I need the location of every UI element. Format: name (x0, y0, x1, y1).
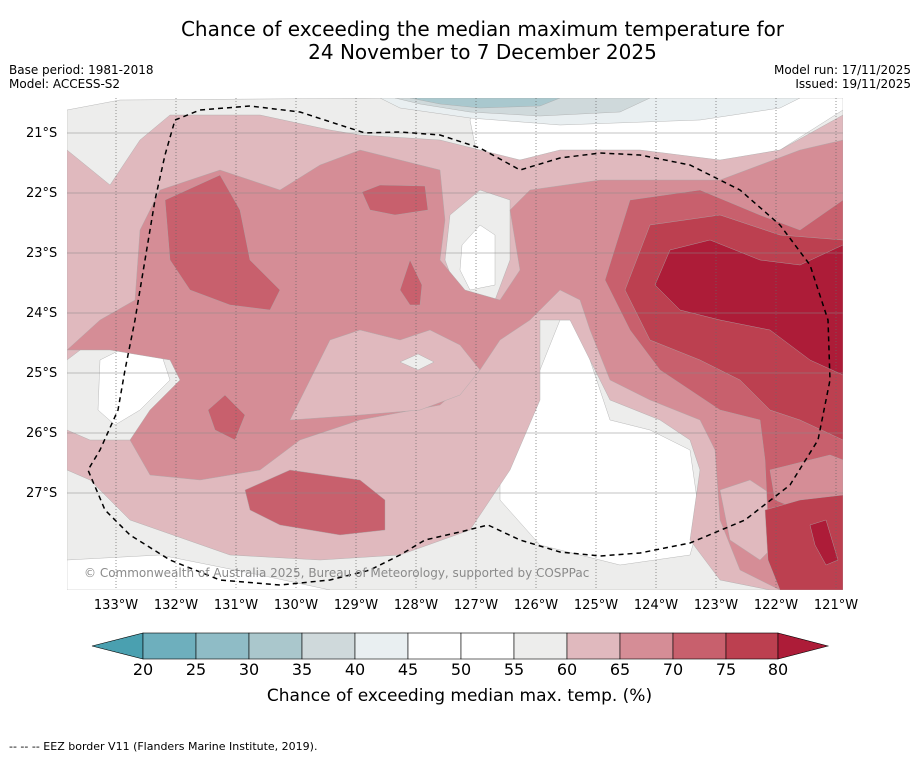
colorbar-tick-40: 40 (344, 660, 366, 679)
copyright-notice: © Commonwealth of Australia 2025, Bureau… (84, 566, 590, 580)
lon-label-132w: 132°W (153, 598, 199, 613)
lat-label-21s: 21°S (26, 126, 58, 141)
contour-65-70-inner-e (769, 454, 843, 511)
lon-label-130w: 130°W (273, 598, 319, 613)
contour-above-80-south (809, 519, 839, 566)
colorbar-bin-25-30 (195, 632, 250, 660)
lat-label-25s: 25°S (26, 366, 58, 381)
contour-50-55-south (67, 554, 331, 590)
lon-label-122w: 122°W (753, 598, 799, 613)
colorbar-tick-80: 80 (767, 660, 789, 679)
colorbar-bin-70-75 (672, 632, 727, 660)
contour-50-55-hole-b (459, 224, 496, 291)
lon-label-124w: 124°W (633, 598, 679, 613)
eez-border (87, 105, 831, 586)
colorbar-tick-50: 50 (450, 660, 472, 679)
colorbar-label: Chance of exceeding median max. temp. (%… (266, 686, 653, 706)
colorbar-tick-20: 20 (132, 660, 154, 679)
contour-70-75-spot-a (399, 259, 423, 306)
longitude-gridlines (115, 98, 837, 590)
model-run: Model run: 17/11/2025 (773, 63, 911, 77)
colorbar (91, 632, 830, 660)
colorbar-bin-40-45 (354, 632, 409, 660)
colorbar-tick-45: 45 (397, 660, 419, 679)
model-name: Model: ACCESS-S2 (9, 77, 121, 91)
colorbar-bin-35-40 (301, 632, 356, 660)
lon-label-133w: 133°W (93, 598, 139, 613)
colorbar-bin-45-50 (407, 632, 462, 660)
lon-label-125w: 125°W (573, 598, 619, 613)
meta-left: Base period: 1981-2018 Model: ACCESS-S2 (9, 63, 154, 91)
colorbar-bin-55-60 (513, 632, 568, 660)
colorbar-tick-75: 75 (715, 660, 737, 679)
lon-label-127w: 127°W (453, 598, 499, 613)
meta-right: Model run: 17/11/2025 Issued: 19/11/2025 (774, 63, 911, 91)
lat-label-22s: 22°S (26, 186, 58, 201)
latitude-gridlines (67, 132, 843, 494)
contour-70-75-south (244, 469, 386, 536)
contour-70-75-north (361, 184, 429, 216)
colorbar-tick-60: 60 (556, 660, 578, 679)
colorbar-tick-35: 35 (291, 660, 313, 679)
colorbar-bin-65-70 (619, 632, 674, 660)
lon-label-123w: 123°W (693, 598, 739, 613)
eez-legend-note: -- -- -- EEZ border V11 (Flanders Marine… (9, 740, 318, 753)
colorbar-bin-75-80 (725, 632, 779, 660)
lat-label-27s: 27°S (26, 486, 58, 501)
contour-70-75-west (164, 174, 281, 311)
colorbar-tick-70: 70 (662, 660, 684, 679)
title-line-2: 24 November to 7 December 2025 (308, 40, 657, 64)
colorbar-bin-50-55 (460, 632, 515, 660)
colorbar-tick-25: 25 (185, 660, 207, 679)
title-line-1: Chance of exceeding the median maximum t… (180, 17, 785, 41)
contour-55-60-inner-d (399, 353, 435, 371)
map-area (67, 98, 843, 590)
lon-label-121w: 121°W (813, 598, 859, 613)
contour-30-35 (409, 98, 561, 109)
colorbar-tick-65: 65 (609, 660, 631, 679)
colorbar-bin-30-35 (248, 632, 303, 660)
map-title: Chance of exceeding the median maximum t… (0, 18, 919, 64)
lat-label-23s: 23°S (26, 246, 58, 261)
colorbar-tick-30: 30 (238, 660, 260, 679)
colorbar-bin-20-25 (142, 632, 197, 660)
lon-label-128w: 128°W (393, 598, 439, 613)
colorbar-extend-low (91, 632, 144, 660)
colorbar-tick-55: 55 (503, 660, 525, 679)
contour-above-80 (654, 239, 843, 376)
colorbar-extend-high (777, 632, 830, 660)
lon-label-129w: 129°W (333, 598, 379, 613)
contour-60-65-inner-d (289, 329, 481, 421)
issued-date: Issued: 19/11/2025 (795, 77, 911, 91)
lat-label-24s: 24°S (26, 306, 58, 321)
lon-label-126w: 126°W (513, 598, 559, 613)
contour-75-80-south (764, 494, 843, 590)
lat-label-26s: 26°S (26, 426, 58, 441)
lon-label-131w: 131°W (213, 598, 259, 613)
colorbar-bin-60-65 (566, 632, 621, 660)
base-period: Base period: 1981-2018 (9, 63, 154, 77)
